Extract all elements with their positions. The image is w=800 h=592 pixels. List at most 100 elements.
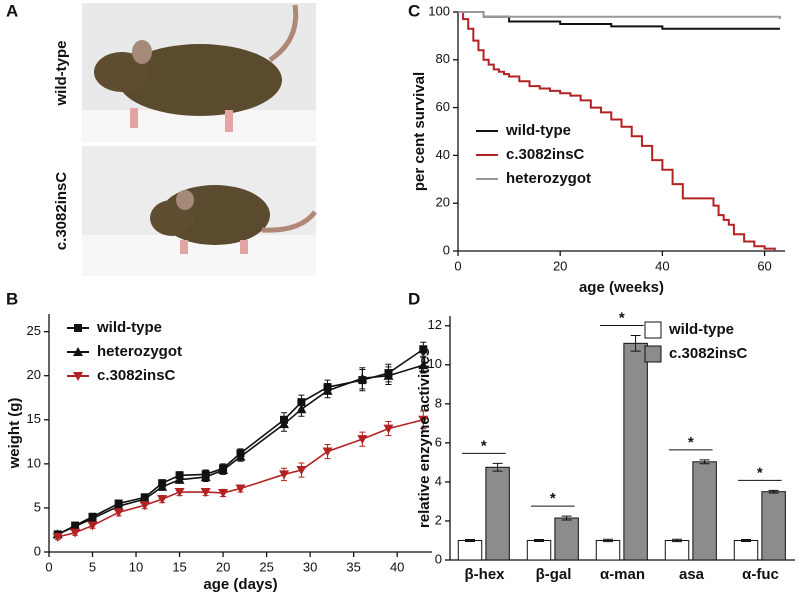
y-tick-label: 2 bbox=[435, 512, 442, 527]
y-tick-label: 25 bbox=[27, 323, 41, 338]
marker bbox=[52, 533, 63, 543]
x-tick-label: α-fuc bbox=[742, 566, 779, 583]
x-axis-label: age (days) bbox=[203, 576, 277, 592]
y-axis-label: weight (g) bbox=[6, 398, 23, 470]
legend-label: c.3082insC bbox=[97, 367, 176, 384]
legend-swatch bbox=[644, 345, 662, 363]
annotation: * bbox=[688, 434, 694, 451]
marker bbox=[383, 370, 394, 380]
y-tick-label: 15 bbox=[27, 411, 41, 426]
marker bbox=[70, 521, 81, 531]
x-tick-label: 25 bbox=[259, 559, 273, 574]
error-bar bbox=[603, 538, 614, 543]
y-tick-label: 20 bbox=[27, 367, 41, 382]
x-tick-label: β-gal bbox=[536, 566, 572, 583]
error-bar bbox=[492, 462, 503, 472]
photo bbox=[82, 3, 316, 142]
y-tick-label: 80 bbox=[436, 51, 450, 66]
marker bbox=[357, 373, 368, 383]
y-tick-label: 0 bbox=[443, 242, 450, 257]
marker bbox=[73, 372, 83, 381]
bar bbox=[733, 539, 759, 561]
annotation: * bbox=[619, 309, 625, 326]
marker bbox=[418, 415, 429, 425]
x-tick-label: 10 bbox=[129, 559, 143, 574]
error-bar bbox=[534, 539, 545, 542]
bar bbox=[664, 539, 690, 561]
x-tick-label: 35 bbox=[346, 559, 360, 574]
marker bbox=[139, 494, 150, 504]
y-axis-label: per cent survival bbox=[411, 72, 428, 191]
x-tick-label: 0 bbox=[45, 559, 52, 574]
y-tick-label: 40 bbox=[436, 147, 450, 162]
series-line bbox=[458, 11, 776, 251]
error-bar bbox=[630, 335, 641, 352]
y-tick-label: 10 bbox=[27, 455, 41, 470]
legend-label: wild-type bbox=[505, 122, 571, 139]
x-tick-label: 15 bbox=[172, 559, 186, 574]
error-bar bbox=[465, 539, 476, 542]
row-label: wild-type bbox=[53, 40, 70, 106]
y-tick-label: 60 bbox=[436, 99, 450, 114]
legend-label: c.3082insC bbox=[669, 345, 748, 362]
marker bbox=[87, 513, 98, 523]
x-tick-label: α-man bbox=[600, 566, 645, 583]
marker bbox=[383, 424, 394, 434]
x-tick-label: 20 bbox=[216, 559, 230, 574]
bar bbox=[485, 466, 510, 561]
marker bbox=[174, 474, 185, 484]
marker bbox=[73, 347, 83, 356]
marker bbox=[70, 528, 81, 538]
marker bbox=[279, 419, 290, 429]
y-tick-label: 8 bbox=[435, 395, 442, 410]
marker bbox=[113, 501, 124, 511]
error-bar bbox=[672, 538, 683, 543]
marker bbox=[279, 470, 290, 480]
error-bar bbox=[741, 539, 752, 542]
x-tick-label: 20 bbox=[553, 258, 567, 273]
legend-label: heterozygot bbox=[506, 170, 591, 187]
bar bbox=[761, 491, 786, 561]
series-line bbox=[458, 11, 780, 30]
marker bbox=[419, 345, 428, 354]
x-axis-label: age (weeks) bbox=[579, 279, 664, 296]
marker bbox=[235, 451, 246, 461]
annotation: * bbox=[757, 464, 763, 481]
error-bar bbox=[768, 489, 779, 494]
panel-label: B bbox=[6, 289, 18, 308]
x-tick-label: 60 bbox=[757, 258, 771, 273]
marker bbox=[322, 447, 333, 457]
marker bbox=[113, 508, 124, 518]
error-bar bbox=[699, 459, 710, 465]
marker bbox=[157, 495, 168, 505]
legend-label: wild-type bbox=[668, 321, 734, 338]
photo bbox=[82, 146, 317, 276]
bar bbox=[595, 539, 621, 561]
marker bbox=[218, 465, 229, 475]
y-tick-label: 20 bbox=[436, 195, 450, 210]
marker bbox=[296, 466, 307, 476]
bar bbox=[692, 461, 717, 561]
x-tick-label: asa bbox=[679, 566, 705, 583]
bar bbox=[526, 539, 552, 561]
bar bbox=[623, 342, 648, 561]
marker bbox=[296, 404, 307, 414]
marker bbox=[74, 324, 82, 332]
y-tick-label: 4 bbox=[435, 473, 442, 488]
y-tick-label: 0 bbox=[435, 551, 442, 566]
marker bbox=[87, 521, 98, 531]
x-tick-label: 30 bbox=[303, 559, 317, 574]
series-line bbox=[57, 419, 424, 538]
x-tick-label: 0 bbox=[454, 258, 461, 273]
marker bbox=[418, 360, 429, 370]
y-tick-label: 100 bbox=[428, 3, 450, 18]
bar bbox=[554, 517, 579, 561]
marker bbox=[235, 484, 246, 494]
marker bbox=[357, 435, 368, 445]
series-line bbox=[57, 348, 424, 536]
marker bbox=[157, 481, 168, 491]
marker bbox=[200, 488, 211, 498]
y-tick-label: 5 bbox=[34, 499, 41, 514]
x-tick-label: β-hex bbox=[465, 566, 506, 583]
